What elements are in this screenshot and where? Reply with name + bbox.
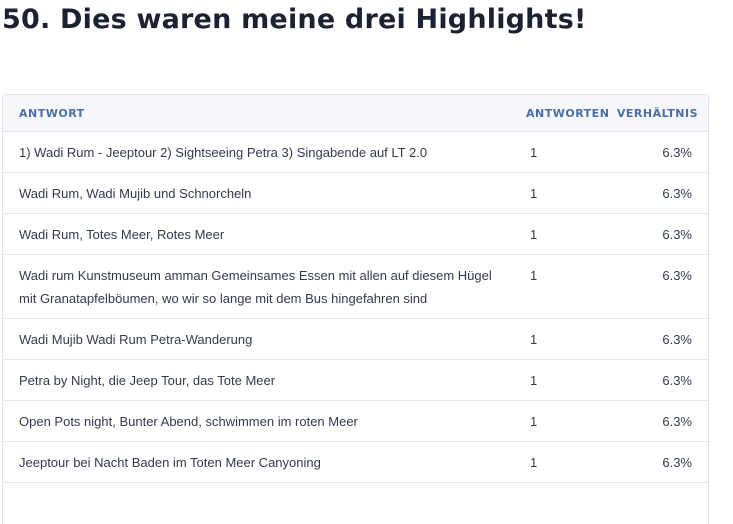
ratio-cell: 6.3% (610, 359, 708, 401)
count-cell: 1 (510, 441, 610, 483)
table-row: 1) Wadi Rum - Jeeptour 2) Sightseeing Pe… (3, 131, 708, 173)
column-header-ratio[interactable]: VERHÄLTNIS (610, 95, 708, 132)
table-header-row: ANTWORT ANTWORTEN VERHÄLTNIS (3, 95, 708, 132)
answer-cell: Petra by Night, die Jeep Tour, das Tote … (3, 359, 510, 401)
table-row: Petra by Night, die Jeep Tour, das Tote … (3, 359, 708, 401)
ratio-cell: 6.3% (610, 131, 708, 173)
count-cell: 1 (510, 400, 610, 442)
column-header-answer[interactable]: ANTWORT (3, 95, 510, 132)
count-cell: 1 (510, 359, 610, 401)
table-row: Wadi Mujib Wadi Rum Petra-Wanderung 1 6.… (3, 318, 708, 360)
table-row: Wadi rum Kunstmuseum amman Gemeinsames E… (3, 254, 708, 319)
ratio-cell: 6.3% (610, 400, 708, 442)
count-cell: 1 (510, 131, 610, 173)
ratio-cell: 6.3% (610, 172, 708, 214)
answer-cell: Wadi rum Kunstmuseum amman Gemeinsames E… (3, 254, 510, 319)
answer-cell: Jeeptour bei Nacht Baden im Toten Meer C… (3, 441, 510, 483)
ratio-cell: 6.3% (610, 441, 708, 483)
count-cell: 1 (510, 254, 610, 319)
answer-cell: Open Pots night, Bunter Abend, schwimmen… (3, 400, 510, 442)
count-cell: 1 (510, 213, 610, 255)
answer-cell: Wadi Mujib Wadi Rum Petra-Wanderung (3, 318, 510, 360)
table-row: Wadi Rum, Wadi Mujib und Schnorcheln 1 6… (3, 172, 708, 214)
column-header-count[interactable]: ANTWORTEN (510, 95, 610, 132)
answer-cell: Wadi Rum, Wadi Mujib und Schnorcheln (3, 172, 510, 214)
table-row: Open Pots night, Bunter Abend, schwimmen… (3, 400, 708, 442)
ratio-cell: 6.3% (610, 254, 708, 319)
table-row: Wadi Rum, Totes Meer, Rotes Meer 1 6.3% (3, 213, 708, 255)
ratio-cell: 6.3% (610, 213, 708, 255)
answer-cell: Wadi Rum, Totes Meer, Rotes Meer (3, 213, 510, 255)
page-title: 50. Dies waren meine drei Highlights! (2, 4, 587, 35)
answer-cell: 1) Wadi Rum - Jeeptour 2) Sightseeing Pe… (3, 131, 510, 173)
table-row: Jeeptour bei Nacht Baden im Toten Meer C… (3, 441, 708, 483)
ratio-cell: 6.3% (610, 318, 708, 360)
responses-table: ANTWORT ANTWORTEN VERHÄLTNIS 1) Wadi Rum… (2, 94, 709, 524)
count-cell: 1 (510, 318, 610, 360)
count-cell: 1 (510, 172, 610, 214)
